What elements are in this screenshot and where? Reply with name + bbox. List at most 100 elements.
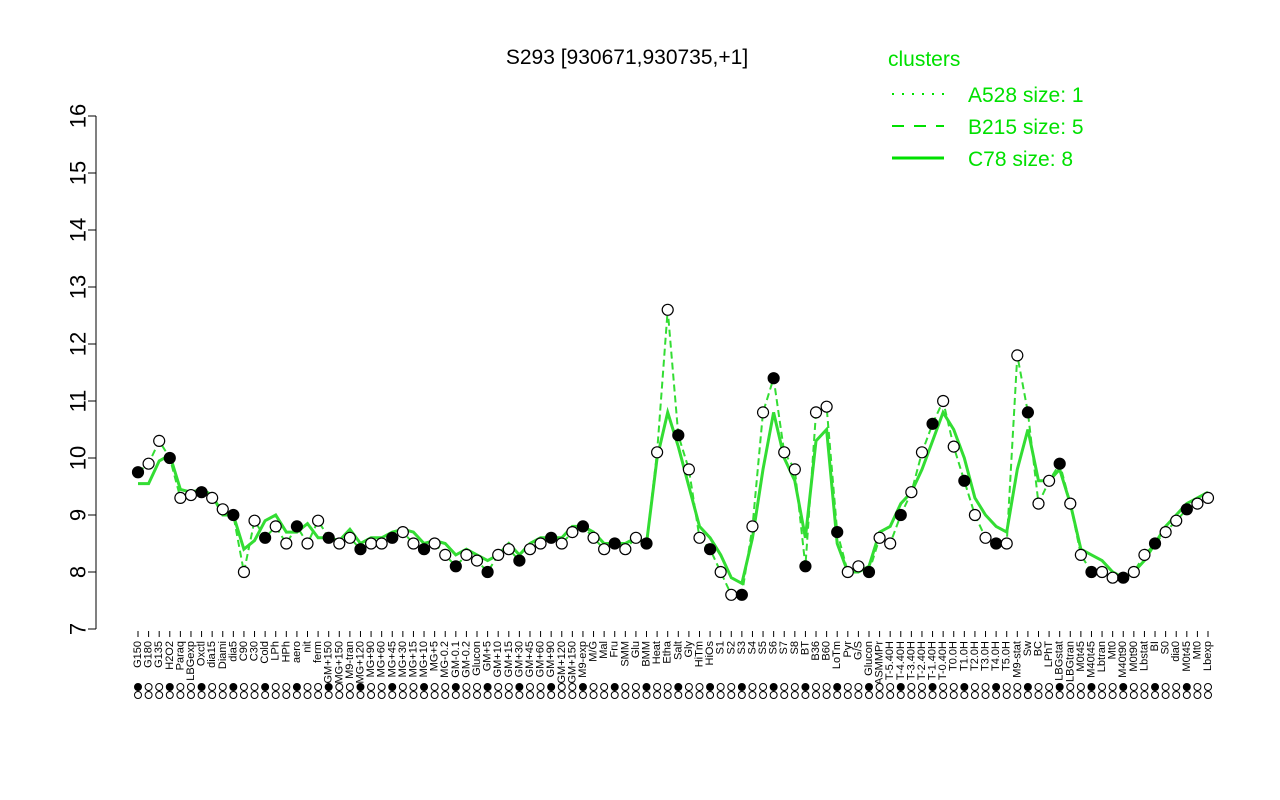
x-tick-label: T5.0H <box>1001 641 1013 671</box>
rug-point <box>568 683 577 691</box>
data-point <box>799 560 812 573</box>
rug-point <box>1045 683 1054 691</box>
x-tick-label: dia5 <box>227 641 239 662</box>
rug-point <box>928 691 937 699</box>
x-tick-label: GM-0.2 <box>460 641 472 678</box>
rug-point <box>600 683 609 691</box>
x-tick-label: S7 <box>778 641 790 654</box>
data-point <box>1201 491 1215 504</box>
y-axis: 7 8 9 10 11 12 13 14 15 16 <box>66 104 97 635</box>
data-point <box>979 531 992 544</box>
data-point <box>852 560 865 573</box>
rug-point <box>1151 683 1160 691</box>
x-tick-label: GM+90 <box>545 641 557 677</box>
rug-point <box>759 683 768 691</box>
rug-point <box>642 683 651 691</box>
x-tick-label: BC <box>1032 641 1044 656</box>
legend-label: C78 size: 8 <box>968 148 1073 171</box>
data-point <box>259 531 272 544</box>
data-point <box>481 565 494 579</box>
data-point <box>926 417 939 430</box>
x-tick-label: B60 <box>821 641 833 661</box>
data-point <box>354 543 367 556</box>
rug-point <box>589 683 598 691</box>
rug-point <box>324 691 333 699</box>
rug-point <box>557 683 566 691</box>
rug-point <box>960 691 969 699</box>
rug-point <box>907 683 916 691</box>
data-point <box>131 466 145 479</box>
rug-point <box>854 691 863 699</box>
rug-point <box>261 683 270 691</box>
rug-point <box>367 683 376 691</box>
data-point <box>184 488 198 502</box>
rug-point <box>250 691 259 699</box>
rug-point <box>473 683 482 691</box>
rug-point <box>473 691 482 699</box>
rug-point <box>790 691 799 699</box>
data-point <box>439 548 452 562</box>
rug-point <box>695 691 704 699</box>
rug-point <box>271 691 280 699</box>
rug-point <box>949 683 958 691</box>
rug-point <box>992 691 1001 699</box>
rug-point <box>737 683 746 691</box>
x-tick-label: MG+90 <box>365 641 377 677</box>
data-point <box>227 508 240 522</box>
x-tick-label: GM+10 <box>492 641 504 677</box>
rug-point <box>367 691 376 699</box>
rug-point <box>663 683 672 691</box>
data-point <box>322 531 335 544</box>
rug-point <box>674 691 683 699</box>
rug-point <box>992 683 1001 691</box>
rug-point <box>801 691 810 699</box>
rug-point <box>578 691 587 699</box>
x-tick-label: Glu <box>630 641 642 658</box>
data-point <box>470 554 484 567</box>
rug-point <box>536 683 545 691</box>
x-tick-label: Mt0 <box>1107 641 1119 659</box>
data-point <box>746 520 759 533</box>
rug-point <box>176 683 185 691</box>
rug-point <box>229 683 238 691</box>
x-tick-label: T-3.40H <box>905 641 917 680</box>
rug-point <box>547 683 556 691</box>
x-tick-label: HiTm <box>693 641 705 667</box>
rug-point <box>409 691 418 699</box>
rug-point <box>939 683 948 691</box>
rug-point <box>1066 691 1075 699</box>
x-tick-label: S8 <box>789 641 801 654</box>
rug-point <box>409 683 418 691</box>
rug-point <box>451 683 460 691</box>
data-point <box>725 588 738 601</box>
rug-point <box>250 683 259 691</box>
data-point <box>968 508 982 522</box>
rug-point <box>1076 683 1085 691</box>
data-point <box>206 491 219 504</box>
rug-point <box>335 683 344 691</box>
rug-point <box>663 691 672 699</box>
x-tick-label: ferm <box>312 641 324 663</box>
x-tick-label: H2O2 <box>164 641 176 670</box>
rug-point <box>208 691 217 699</box>
x-tick-label: G180 <box>143 641 155 668</box>
data-point <box>958 474 971 487</box>
x-tick-label: ASMMPr <box>874 641 886 685</box>
data-point <box>1032 497 1045 510</box>
data-point <box>396 525 409 539</box>
y-tick-label: 9 <box>66 509 91 521</box>
x-tick-label: LoTm <box>831 641 843 669</box>
data-point <box>788 463 801 476</box>
x-tick-label: Salt <box>672 641 684 660</box>
rug-point <box>695 683 704 691</box>
rug-point <box>557 691 566 699</box>
x-tick-label: Gly <box>683 641 695 658</box>
x-tick-label: M9-exp <box>577 641 589 678</box>
x-tick-label: Diami <box>217 641 229 669</box>
x-tick-label: S2 <box>725 641 737 654</box>
x-tick-label: M0t45 <box>1181 641 1193 672</box>
x-tick-label: dia0 <box>1170 641 1182 662</box>
data-point <box>460 548 473 562</box>
data-point <box>1138 548 1151 562</box>
rug-point <box>1066 683 1075 691</box>
